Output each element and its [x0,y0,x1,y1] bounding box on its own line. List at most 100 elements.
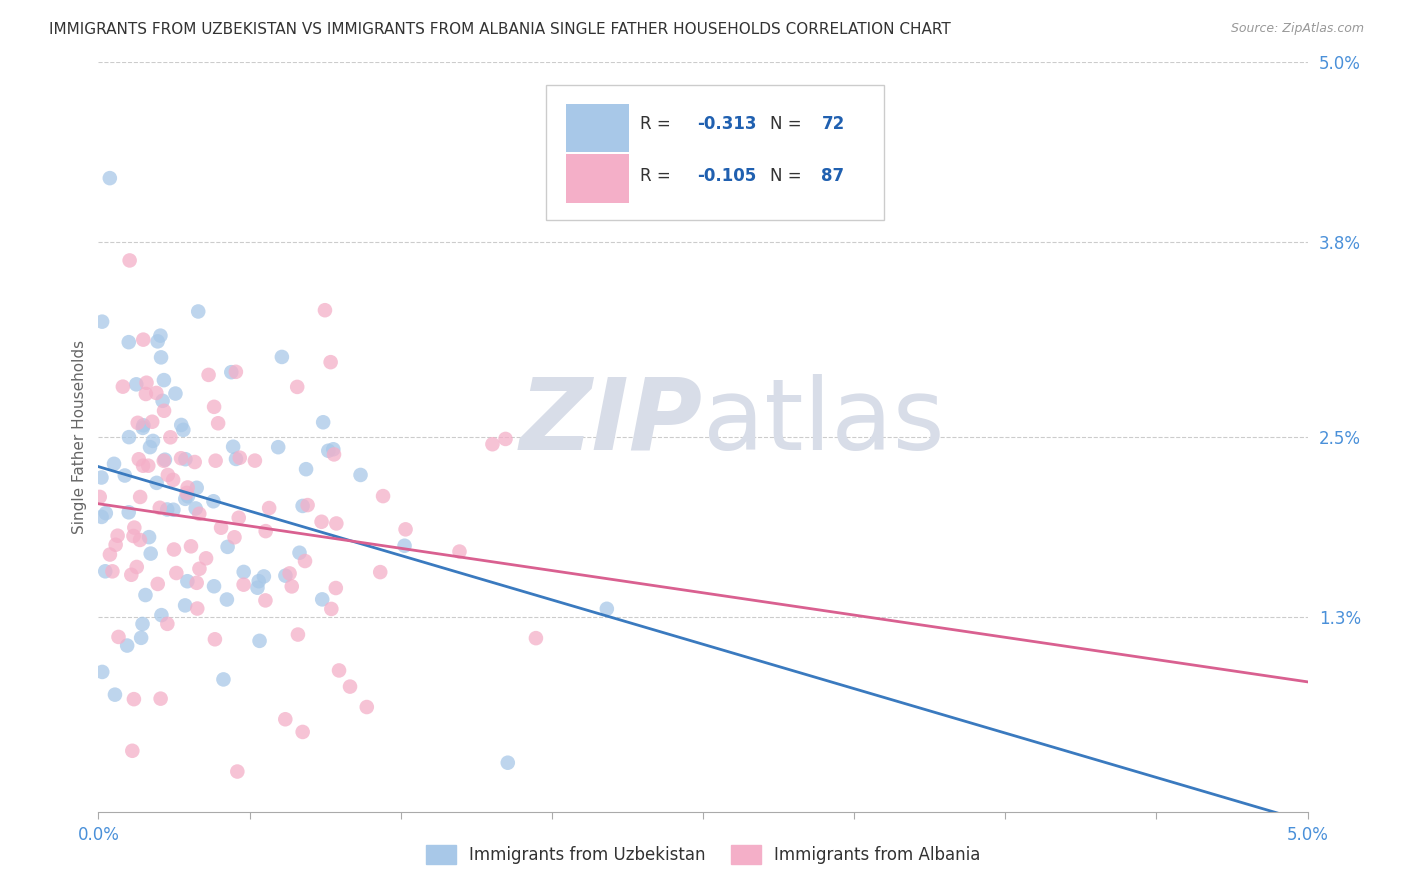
FancyBboxPatch shape [567,103,630,153]
Point [115,639,138,653]
Point [356,700,378,714]
Point [153,452,176,467]
Point [104,688,127,702]
Point [481,437,503,451]
Point [368,565,391,579]
Point [146,577,169,591]
Point [91,665,114,679]
Text: -0.105: -0.105 [697,168,756,186]
Point [184,501,207,516]
Point [274,712,297,726]
Point [449,544,471,558]
Point [394,522,416,536]
Point [288,546,311,560]
Point [204,632,226,647]
Point [118,505,141,519]
Point [188,507,211,521]
Text: R =: R = [640,168,676,186]
Point [257,501,280,516]
Point [254,593,277,607]
Point [177,489,200,503]
Point [212,673,235,687]
Point [136,458,159,473]
Point [146,334,169,349]
Point [128,452,150,467]
Point [104,538,127,552]
Point [118,430,141,444]
Text: -0.313: -0.313 [697,115,756,133]
Point [232,577,254,591]
Point [122,529,145,543]
Point [328,664,350,678]
Point [132,333,155,347]
Point [188,562,211,576]
Point [222,440,245,454]
Point [165,386,187,401]
Point [249,633,271,648]
Point [295,462,318,476]
Point [142,434,165,448]
Point [145,475,167,490]
Point [139,440,162,454]
Point [285,380,308,394]
Point [495,432,517,446]
Point [152,393,174,408]
Point [150,351,173,365]
Point [174,452,197,467]
Point [111,379,134,393]
Point [132,421,155,435]
Point [225,452,247,467]
Point [134,588,156,602]
Point [247,574,270,589]
Point [90,470,112,484]
Point [197,368,219,382]
Point [114,468,136,483]
Point [170,417,193,432]
Point [187,304,209,318]
Point [124,520,146,534]
Point [325,581,347,595]
Text: atlas: atlas [703,374,945,471]
Point [325,516,347,531]
Legend: Immigrants from Uzbekistan, Immigrants from Albania: Immigrants from Uzbekistan, Immigrants f… [419,838,987,871]
Point [98,548,121,562]
Point [183,455,205,469]
Point [135,376,157,390]
Point [496,756,519,770]
Text: N =: N = [769,115,807,133]
Point [94,506,117,520]
Point [322,442,344,457]
Point [278,566,301,581]
Point [129,631,152,645]
Point [107,630,129,644]
Point [253,569,276,583]
Point [294,554,316,568]
Point [139,547,162,561]
Text: 87: 87 [821,168,845,186]
Point [141,415,163,429]
Text: Source: ZipAtlas.com: Source: ZipAtlas.com [1230,22,1364,36]
Point [202,494,225,508]
Point [311,592,333,607]
FancyBboxPatch shape [546,85,884,219]
Point [281,579,304,593]
Point [291,725,314,739]
Point [172,423,194,437]
Point [321,602,343,616]
Point [174,599,197,613]
Point [107,529,129,543]
Point [287,627,309,641]
Point [156,616,179,631]
Point [135,387,157,401]
Point [162,473,184,487]
Point [132,458,155,473]
Text: 72: 72 [821,115,845,133]
Point [243,453,266,467]
Point [129,533,152,547]
Point [149,500,172,515]
Point [129,490,152,504]
Point [246,581,269,595]
Text: ZIP: ZIP [520,374,703,471]
FancyBboxPatch shape [567,153,630,202]
Point [323,447,346,461]
